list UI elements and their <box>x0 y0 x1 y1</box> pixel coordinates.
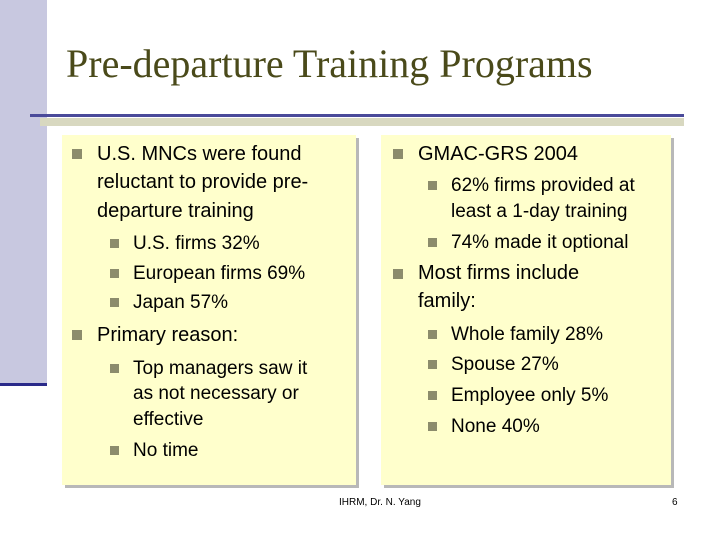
sub-bullet-text-line: 62% firms provided at <box>451 175 635 196</box>
sub-bullet-text-line: 74% made it optional <box>451 232 629 253</box>
sub-bullet-icon <box>110 269 119 278</box>
sub-bullet-text-line: No time <box>133 440 199 461</box>
sub-bullet-text-line: Top managers saw it <box>133 358 308 379</box>
sub-bullet-icon <box>110 298 119 307</box>
title-rule-shadow <box>40 118 684 126</box>
sub-bullet-text: European firms 69% <box>133 263 306 284</box>
slide-title: Pre-departure Training Programs <box>66 41 593 86</box>
sub-bullet-icon <box>110 446 119 455</box>
sub-bullet-text: Employee only 5% <box>451 385 609 406</box>
page-number: 6 <box>672 497 678 508</box>
sub-bullet-icon <box>110 364 119 373</box>
sub-bullet-text: Japan 57% <box>133 292 229 313</box>
sub-bullet-icon <box>428 360 437 369</box>
bullet-text-line: reluctant to provide pre- <box>97 171 309 193</box>
sub-bullet-text: Whole family 28% <box>451 324 604 345</box>
footer-author: IHRM, Dr. N. Yang <box>339 497 421 508</box>
sub-bullet-text: U.S. firms 32% <box>133 233 260 254</box>
bullet-text: Primary reason: <box>97 324 239 346</box>
sub-bullet-icon <box>428 330 437 339</box>
sub-bullet-icon <box>428 391 437 400</box>
bullet-text-line: departure training <box>97 200 254 222</box>
bullet-icon <box>393 269 403 279</box>
bullet-icon <box>393 149 403 159</box>
sub-bullet-text: None 40% <box>451 416 540 437</box>
sub-bullet-icon <box>428 238 437 247</box>
sub-bullet-text-line: least a 1-day training <box>451 201 628 222</box>
bullet-text-line: Most firms include <box>418 262 580 284</box>
sub-bullet-text-line: effective <box>133 409 204 430</box>
sub-bullet-icon <box>110 239 119 248</box>
sub-bullet-text: Spouse 27% <box>451 354 559 375</box>
bullet-text-line: family: <box>418 290 476 312</box>
title-rule <box>30 114 684 117</box>
left-accent-bar <box>0 0 47 385</box>
bullet-icon <box>72 330 82 340</box>
bullet-icon <box>72 149 82 159</box>
sub-bullet-text-line: as not necessary or <box>133 383 299 404</box>
left-content-panel <box>62 135 356 485</box>
sub-bullet-icon <box>428 181 437 190</box>
sub-bullet-icon <box>428 422 437 431</box>
left-accent-bar-line <box>0 383 47 386</box>
bullet-text: GMAC-GRS 2004 <box>418 143 579 165</box>
bullet-text-line: U.S. MNCs were found <box>97 143 302 165</box>
